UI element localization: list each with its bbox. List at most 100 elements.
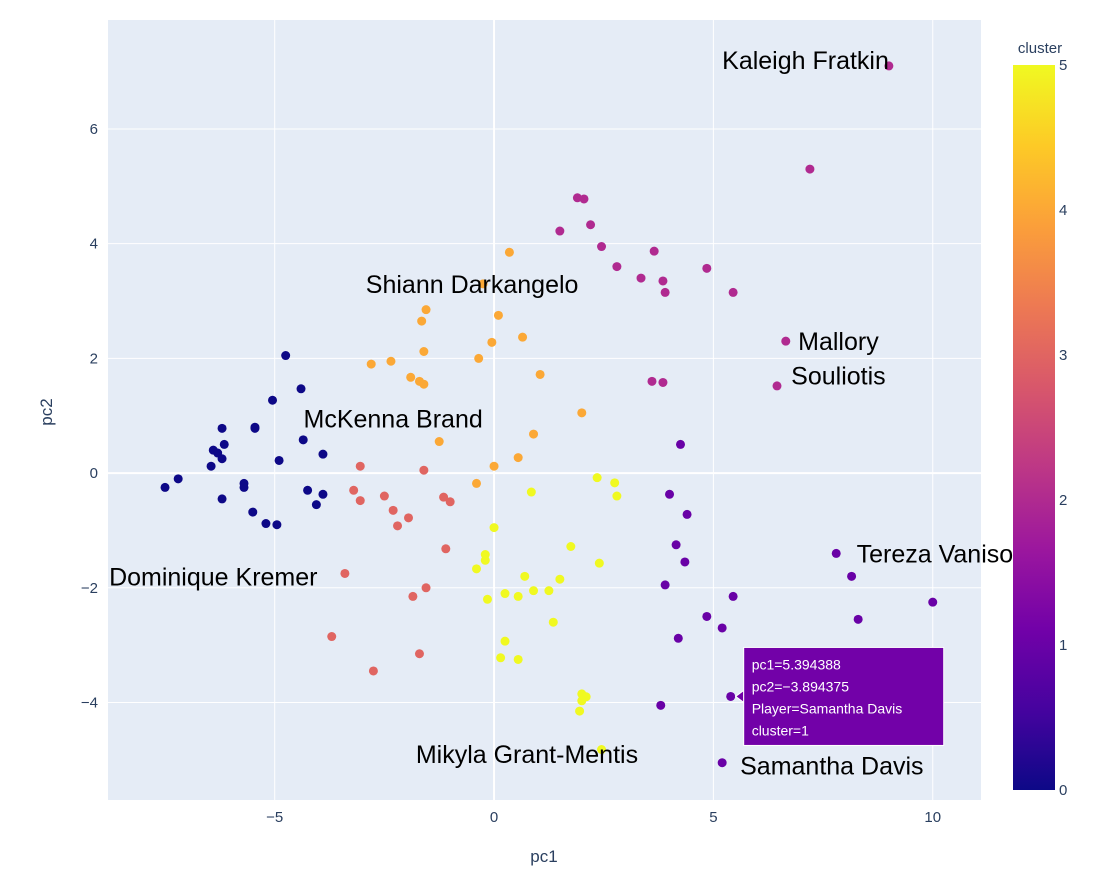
data-point[interactable]	[726, 691, 736, 701]
data-point[interactable]	[702, 263, 712, 273]
data-point[interactable]	[493, 310, 503, 320]
data-point[interactable]	[660, 287, 670, 297]
data-point[interactable]	[386, 356, 396, 366]
data-point[interactable]	[268, 395, 278, 405]
data-point[interactable]	[772, 381, 782, 391]
data-point[interactable]	[406, 372, 416, 382]
data-point[interactable]	[504, 247, 514, 257]
data-point[interactable]	[303, 485, 313, 495]
data-point[interactable]	[555, 226, 565, 236]
data-point[interactable]	[388, 505, 398, 515]
data-point[interactable]	[393, 521, 403, 531]
data-point[interactable]	[217, 454, 227, 464]
data-point[interactable]	[535, 369, 545, 379]
data-point[interactable]	[529, 586, 539, 596]
data-point[interactable]	[340, 568, 350, 578]
data-point[interactable]	[513, 654, 523, 664]
data-point[interactable]	[482, 594, 492, 604]
data-point[interactable]	[592, 473, 602, 483]
data-point[interactable]	[675, 439, 685, 449]
data-point[interactable]	[478, 279, 488, 289]
data-point[interactable]	[217, 423, 227, 433]
data-point[interactable]	[434, 437, 444, 447]
data-point[interactable]	[656, 700, 666, 710]
data-point[interactable]	[658, 276, 668, 286]
data-point[interactable]	[728, 287, 738, 297]
data-point[interactable]	[658, 377, 668, 387]
data-point[interactable]	[379, 491, 389, 501]
data-point[interactable]	[649, 246, 659, 256]
data-point[interactable]	[349, 485, 359, 495]
data-point[interactable]	[441, 544, 451, 554]
data-point[interactable]	[548, 617, 558, 627]
data-point[interactable]	[555, 574, 565, 584]
data-point[interactable]	[404, 513, 414, 523]
data-point[interactable]	[489, 523, 499, 533]
data-point[interactable]	[487, 337, 497, 347]
data-point[interactable]	[472, 478, 482, 488]
data-point[interactable]	[597, 745, 607, 755]
data-point[interactable]	[520, 571, 530, 581]
data-point[interactable]	[597, 242, 607, 252]
data-point[interactable]	[781, 336, 791, 346]
data-point[interactable]	[529, 429, 539, 439]
data-point[interactable]	[327, 632, 337, 642]
data-point[interactable]	[248, 507, 258, 517]
data-point[interactable]	[660, 580, 670, 590]
data-point[interactable]	[671, 540, 681, 550]
data-point[interactable]	[472, 564, 482, 574]
data-point[interactable]	[928, 597, 938, 607]
data-point[interactable]	[489, 461, 499, 471]
data-point[interactable]	[577, 408, 587, 418]
data-point[interactable]	[847, 571, 857, 581]
data-point[interactable]	[419, 347, 429, 356]
data-point[interactable]	[421, 583, 431, 593]
data-point[interactable]	[594, 558, 604, 568]
data-point[interactable]	[445, 497, 455, 507]
data-point[interactable]	[318, 449, 328, 459]
data-point[interactable]	[496, 653, 506, 663]
data-point[interactable]	[414, 649, 424, 659]
data-point[interactable]	[636, 273, 646, 283]
data-point[interactable]	[544, 586, 554, 596]
data-point[interactable]	[439, 492, 449, 502]
data-point[interactable]	[298, 435, 308, 445]
data-point[interactable]	[355, 496, 365, 506]
data-point[interactable]	[566, 542, 576, 551]
data-point[interactable]	[281, 351, 291, 361]
data-point[interactable]	[805, 164, 815, 174]
data-point[interactable]	[518, 332, 528, 342]
data-point[interactable]	[853, 614, 863, 624]
data-point[interactable]	[480, 555, 490, 565]
data-point[interactable]	[421, 305, 431, 315]
data-point[interactable]	[274, 455, 284, 465]
data-point[interactable]	[261, 519, 271, 529]
data-point[interactable]	[474, 353, 484, 363]
data-point[interactable]	[239, 482, 249, 492]
data-point[interactable]	[311, 500, 321, 510]
data-point[interactable]	[250, 422, 260, 432]
data-point[interactable]	[366, 359, 376, 369]
data-point[interactable]	[610, 478, 620, 488]
data-point[interactable]	[417, 316, 427, 326]
data-point[interactable]	[173, 474, 183, 484]
data-point[interactable]	[665, 489, 675, 499]
data-point[interactable]	[219, 439, 229, 449]
data-point[interactable]	[702, 611, 712, 621]
data-point[interactable]	[296, 384, 306, 394]
data-point[interactable]	[717, 758, 727, 768]
data-point[interactable]	[500, 589, 510, 599]
data-point[interactable]	[586, 220, 596, 230]
data-point[interactable]	[680, 557, 690, 567]
data-point[interactable]	[884, 61, 894, 71]
data-point[interactable]	[575, 706, 585, 716]
data-point[interactable]	[612, 491, 622, 501]
data-point[interactable]	[368, 666, 378, 676]
data-point[interactable]	[408, 591, 418, 601]
data-point[interactable]	[217, 494, 227, 504]
data-point[interactable]	[647, 376, 657, 386]
data-point[interactable]	[419, 465, 429, 475]
data-point[interactable]	[419, 379, 429, 389]
data-point[interactable]	[717, 623, 727, 633]
data-point[interactable]	[513, 453, 523, 463]
